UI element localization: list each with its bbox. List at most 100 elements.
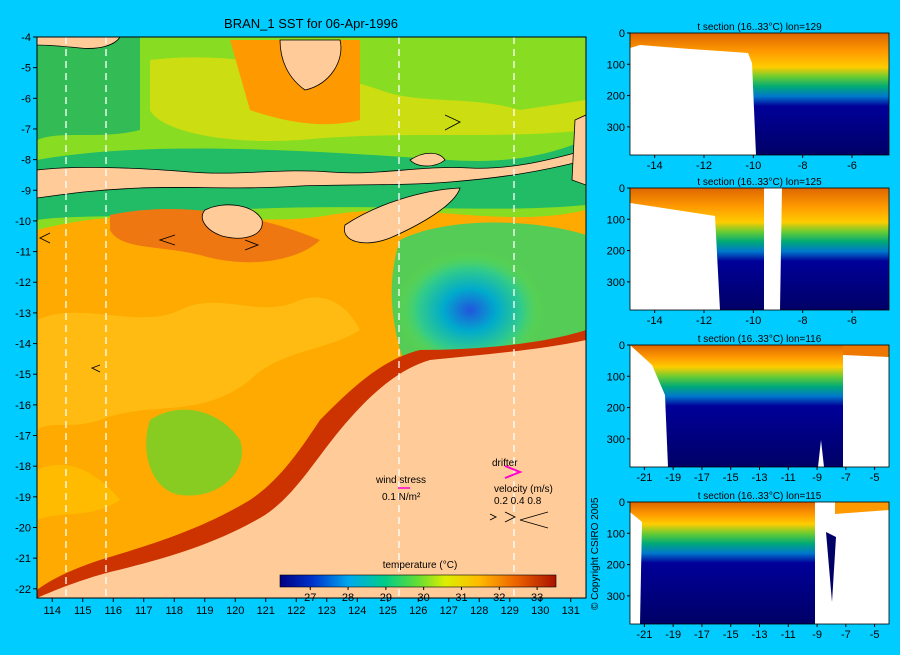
- section-x-tick-label: -17: [694, 472, 710, 484]
- velocity-arrows-icon: [489, 511, 517, 523]
- colorbar-title: temperature (°C): [383, 560, 458, 571]
- map-y-tick-label: -20: [15, 522, 31, 534]
- map-y-tick-label: -15: [15, 369, 31, 381]
- map-x-tick-label: 127: [440, 605, 458, 617]
- colorbar-tick-label: 33: [531, 592, 543, 604]
- map-x-tick-label: 130: [531, 605, 549, 617]
- map-x-tick-label: 121: [257, 605, 275, 617]
- colorbar-tick-label: 31: [455, 592, 467, 604]
- map-y-tick-label: -18: [15, 461, 31, 473]
- map-x-tick-label: 124: [348, 605, 366, 617]
- land-masses: [37, 37, 586, 244]
- map-y-tick-label: -12: [15, 277, 31, 289]
- section-x-tick-label: -9: [812, 472, 822, 484]
- section-x-tick-label: -12: [696, 315, 712, 327]
- section-panel: t section (16..33°C) lon=116 -21 -19 -17 -15…: [607, 334, 890, 484]
- colorbar-tick-label: 29: [380, 592, 392, 604]
- map-x-tick-label: 118: [165, 605, 183, 617]
- section-title: t section (16..33°C) lon=116: [698, 334, 822, 345]
- sst-field: [37, 37, 586, 598]
- map-title: BRAN_1 SST for 06-Apr-1996: [224, 16, 398, 31]
- velocity-label: velocity (m/s): [494, 484, 553, 495]
- map-y-tick-label: -9: [21, 185, 31, 197]
- section-y-tick-label: 100: [607, 59, 625, 71]
- map-x-tick-label: 129: [501, 605, 519, 617]
- copyright: © Copyright CSIRO 2005: [590, 497, 601, 610]
- section-bathymetry-mask: [630, 345, 889, 467]
- section-y-tick-label: 300: [607, 122, 625, 134]
- section-title: t section (16..33°C) lon=129: [697, 22, 822, 33]
- map-y-tick-label: -13: [15, 308, 31, 320]
- map-y-tick-label: -22: [15, 584, 31, 596]
- section-x-tick-label: -14: [647, 160, 663, 172]
- map-x-tick-label: 119: [196, 605, 214, 617]
- colorbar-tick-label: 28: [342, 592, 354, 604]
- section-x-tick-label: -21: [636, 472, 652, 484]
- map-x-tick-label: 116: [104, 605, 122, 617]
- section-y-tick-label: 300: [607, 591, 625, 603]
- section-x-tick-label: -14: [647, 315, 663, 327]
- map-y-tick-label: -16: [15, 400, 31, 412]
- map-x-tick-label: 120: [226, 605, 244, 617]
- section-y-tick-label: 0: [619, 340, 625, 352]
- section-panel: t section (16..33°C) lon=115 -21 -19 -17 -15…: [607, 491, 890, 641]
- section-title: t section (16..33°C) lon=115: [698, 491, 822, 502]
- wind-arrows: [38, 114, 549, 529]
- map-x-tick-label: 123: [318, 605, 336, 617]
- section-x-tick-label: -10: [745, 315, 761, 327]
- map-y-tick-label: -4: [21, 32, 31, 44]
- map-y-tick-label: -11: [16, 247, 31, 259]
- section-y-tick-label: 200: [607, 246, 625, 258]
- section-x-tick-label: -12: [696, 160, 712, 172]
- section-x-tick-label: -17: [694, 629, 710, 641]
- wind-stress-scale: 0.1 N/m²: [382, 492, 421, 503]
- section-x-tick-label: -11: [781, 629, 796, 641]
- map-y-tick-label: -6: [21, 93, 31, 105]
- section-y-tick-label: 200: [607, 560, 625, 572]
- colorbar-ticks: 27 28 29 30 31 32 33: [304, 587, 543, 604]
- section-y-tick-label: 200: [607, 403, 625, 415]
- map-x-tick-label: 126: [409, 605, 427, 617]
- velocity-scale: 0.2 0.4 0.8: [494, 496, 542, 507]
- section-bathymetry-mask: [630, 502, 889, 624]
- section-surface-layer: [843, 345, 889, 357]
- drifter-label: drifter: [492, 458, 518, 469]
- section-y-tick-label: 0: [619, 183, 625, 195]
- section-y-tick-label: 200: [607, 91, 625, 103]
- section-panel: t section (16..33°C) lon=129 -14 -12 -10 -8 -…: [607, 22, 890, 172]
- colorbar-tick-label: 27: [304, 592, 316, 604]
- map-frame: [36, 36, 587, 599]
- map-y-tick-label: -19: [15, 492, 31, 504]
- wind-stress-label: wind stress: [375, 475, 426, 486]
- section-y-tick-label: 100: [607, 528, 625, 540]
- section-x-tick-label: -15: [723, 472, 739, 484]
- section-trench: [826, 532, 836, 602]
- map-axes: 114 115 116 117 118 119 120 121 122 123 124 125 126 1…: [15, 32, 580, 617]
- section-x-tick-label: -21: [636, 629, 652, 641]
- section-panel: t section (16..33°C) lon=125 -14 -12 -10 -8 -…: [607, 177, 890, 327]
- section-title: t section (16..33°C) lon=125: [697, 177, 822, 188]
- section-guide-lines: [65, 37, 515, 598]
- section-x-tick-label: -6: [847, 160, 857, 172]
- section-panels: t section (16..33°C) lon=129 -14 -12 -10 -8 -…: [607, 22, 890, 641]
- section-x-tick-label: -19: [665, 629, 681, 641]
- section-y-tick-label: 100: [607, 214, 625, 226]
- section-x-tick-label: -11: [781, 472, 796, 484]
- map-y-tick-label: -10: [15, 216, 31, 228]
- section-x-tick-label: -13: [752, 629, 768, 641]
- section-y-tick-label: 0: [619, 28, 625, 40]
- map-x-tick-label: 131: [562, 605, 580, 617]
- map-x-tick-label: 117: [135, 605, 153, 617]
- section-y-tick-label: 0: [619, 497, 625, 509]
- section-y-tick-label: 300: [607, 434, 625, 446]
- section-bathymetry-mask: [630, 45, 756, 155]
- map-y-tick-label: -5: [21, 63, 31, 75]
- section-x-tick-label: -9: [812, 629, 822, 641]
- map-y-tick-label: -17: [15, 431, 31, 443]
- section-surface-layer: [835, 502, 889, 514]
- section-frame: [629, 32, 890, 156]
- section-x-tick-label: -19: [665, 472, 681, 484]
- map-y-tick-label: -14: [15, 339, 31, 351]
